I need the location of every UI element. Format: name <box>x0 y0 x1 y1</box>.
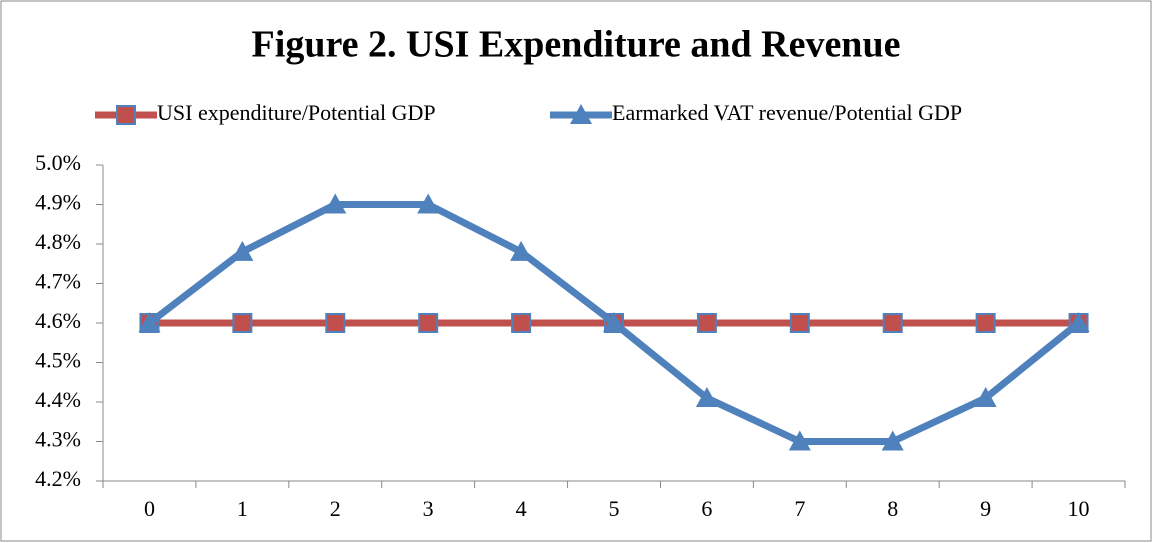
y-tick-label: 4.2% <box>35 466 81 491</box>
marker <box>138 312 161 332</box>
y-tick-label: 4.4% <box>35 387 81 412</box>
marker <box>511 313 532 333</box>
marker <box>789 313 810 333</box>
marker <box>510 240 533 261</box>
marker <box>417 193 440 214</box>
marker <box>1067 312 1090 332</box>
x-tick-label: 4 <box>516 496 527 521</box>
y-tick-label: 4.7% <box>35 269 81 294</box>
chart-title: Figure 2. USI Expenditure and Revenue <box>252 24 901 66</box>
marker <box>788 430 811 451</box>
marker <box>974 387 997 408</box>
marker <box>418 313 439 333</box>
marker <box>695 387 718 408</box>
marker <box>881 430 904 451</box>
x-tick-label: 7 <box>794 496 805 521</box>
marker <box>696 313 717 333</box>
y-tick-label: 5.0% <box>35 150 81 175</box>
y-tick-label: 4.5% <box>35 348 81 373</box>
x-tick-label: 5 <box>609 496 620 521</box>
marker <box>325 313 346 333</box>
y-tick-label: 4.3% <box>35 427 81 452</box>
marker <box>231 240 254 261</box>
marker <box>603 312 625 332</box>
marker <box>232 313 253 333</box>
x-tick-label: 10 <box>1068 496 1090 521</box>
x-tick-label: 0 <box>144 496 155 521</box>
marker <box>975 313 996 333</box>
legend-marker <box>570 104 592 124</box>
x-tick-label: 8 <box>887 496 898 521</box>
x-tick-label: 1 <box>237 496 248 521</box>
x-tick-label: 6 <box>701 496 712 521</box>
marker <box>882 313 903 333</box>
marker <box>324 193 347 214</box>
legend-label: Earmarked VAT revenue/Potential GDP <box>612 100 962 125</box>
y-tick-label: 4.8% <box>35 229 81 254</box>
x-tick-label: 2 <box>330 496 341 521</box>
y-tick-label: 4.9% <box>35 190 81 215</box>
legend-label: USI expenditure/Potential GDP <box>157 100 436 125</box>
x-tick-label: 9 <box>980 496 991 521</box>
legend-marker <box>116 105 136 125</box>
y-tick-label: 4.6% <box>35 308 81 333</box>
x-tick-label: 3 <box>423 496 434 521</box>
